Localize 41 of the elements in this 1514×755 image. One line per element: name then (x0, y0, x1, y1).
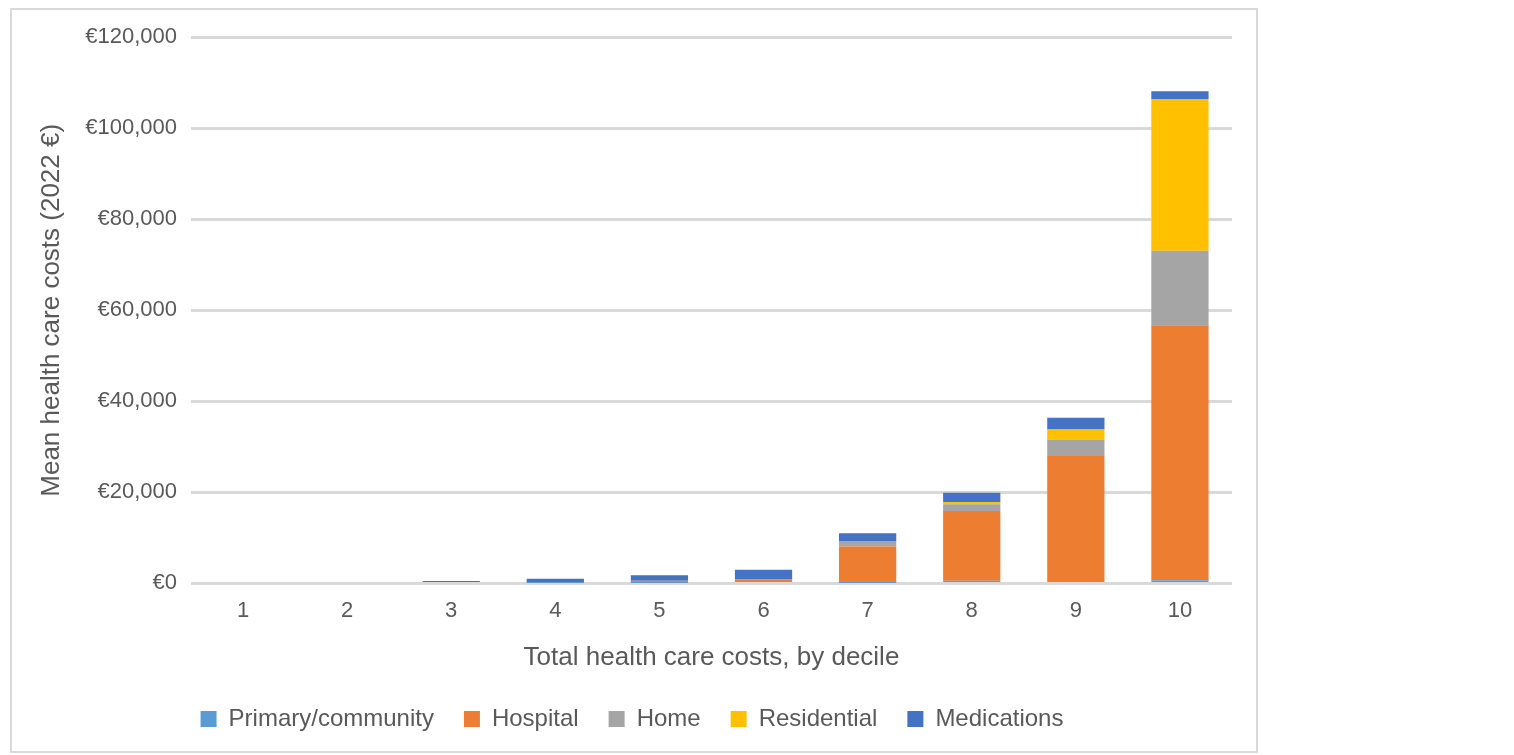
legend-label: Primary/community (228, 703, 434, 731)
y-tick-label: €20,000 (97, 478, 177, 504)
bar (1047, 417, 1105, 430)
bar (1047, 455, 1105, 582)
y-tick-label: €120,000 (85, 23, 177, 49)
x-tick-label: 9 (1069, 596, 1082, 622)
bar (1151, 250, 1209, 326)
legend-label: Home (636, 703, 701, 731)
bar (1047, 439, 1105, 456)
x-tick-label: 4 (549, 596, 562, 622)
bar (1151, 99, 1209, 251)
y-tick-label: €0 (152, 569, 177, 595)
bar (839, 546, 897, 583)
bar (1151, 91, 1209, 100)
y-tick-label: €40,000 (97, 387, 177, 413)
bar (734, 569, 793, 580)
bar (943, 511, 1001, 581)
bar (943, 492, 1001, 502)
x-tick-label: 3 (445, 596, 458, 622)
x-tick-label: 8 (965, 596, 978, 622)
x-tick-label: 1 (236, 596, 250, 622)
bar (630, 575, 689, 581)
bar (1151, 325, 1209, 581)
x-tick-label: 10 (1167, 596, 1193, 622)
x-axis-title: Total health care costs, by decile (523, 640, 900, 671)
y-tick-label: €100,000 (85, 114, 177, 140)
bar (1047, 429, 1105, 440)
bar (943, 504, 1001, 512)
legend-label: Residential (758, 703, 878, 731)
legend-label: Medications (935, 703, 1064, 731)
x-tick-label: 5 (653, 596, 666, 622)
x-tick-label: 7 (861, 596, 874, 622)
bar (839, 533, 897, 542)
bar (839, 541, 897, 547)
y-axis-title: Mean health care costs (2022 €) (34, 123, 65, 497)
y-tick-label: €80,000 (97, 205, 177, 231)
x-tick-label: 6 (757, 596, 770, 622)
x-tick-label: 2 (340, 596, 354, 622)
y-tick-label: €60,000 (97, 296, 177, 322)
bar (734, 579, 793, 582)
legend-label: Hospital (491, 703, 579, 731)
